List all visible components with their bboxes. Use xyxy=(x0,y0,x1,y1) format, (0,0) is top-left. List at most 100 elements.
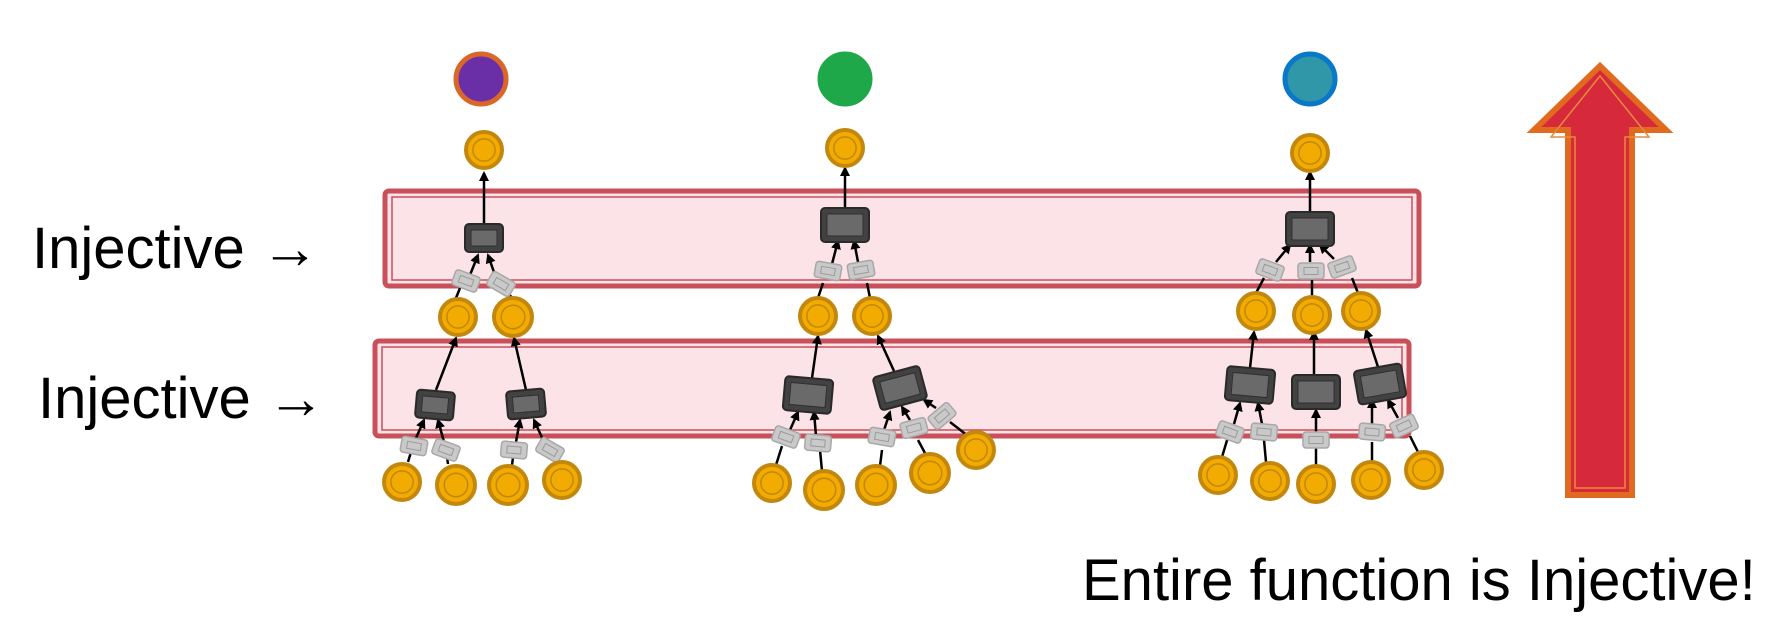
node xyxy=(752,463,792,503)
aggregator-block xyxy=(820,207,870,243)
edge xyxy=(882,410,893,431)
node xyxy=(1292,295,1332,335)
node xyxy=(542,460,582,500)
node xyxy=(492,296,534,338)
blue-output-node xyxy=(1282,51,1338,107)
edge xyxy=(1220,436,1230,458)
edge xyxy=(414,418,426,439)
node xyxy=(1351,460,1391,500)
message-block xyxy=(1357,422,1387,442)
aggregator-block xyxy=(505,387,547,421)
edge xyxy=(876,334,896,372)
message-block xyxy=(451,269,481,293)
conclusion-text: Entire function is Injective! xyxy=(1082,548,1756,613)
edge xyxy=(435,418,446,443)
aggregator-block xyxy=(464,223,504,253)
injective-band-top xyxy=(382,188,1422,289)
aggregator-block xyxy=(1223,365,1277,405)
message-block xyxy=(1389,413,1419,439)
aggregator-block xyxy=(781,375,835,415)
edge xyxy=(513,418,524,443)
message-block xyxy=(771,425,801,449)
edge xyxy=(1254,277,1266,294)
edge xyxy=(1318,243,1335,260)
node xyxy=(438,297,478,337)
aggregator-block xyxy=(1353,362,1407,406)
message-block xyxy=(846,259,876,281)
message-block xyxy=(1302,431,1330,449)
node xyxy=(852,296,892,336)
edge xyxy=(774,445,784,466)
aggregator-block xyxy=(1291,374,1341,410)
node xyxy=(855,464,897,506)
nodes xyxy=(382,128,1444,511)
node xyxy=(487,464,529,506)
edge xyxy=(1275,243,1292,263)
message-block xyxy=(803,433,833,453)
message-blocks xyxy=(399,255,1419,464)
edge xyxy=(916,439,928,456)
node xyxy=(1341,291,1381,331)
edge xyxy=(865,282,872,299)
edge xyxy=(810,334,822,379)
node xyxy=(825,128,865,168)
node xyxy=(1404,450,1444,490)
output-nodes xyxy=(453,51,1338,107)
message-block xyxy=(867,426,897,448)
edge xyxy=(468,253,480,276)
node xyxy=(1296,464,1336,504)
message-block xyxy=(431,438,461,462)
message-block xyxy=(535,436,565,464)
injective-label-top: Injective → xyxy=(32,216,319,281)
message-block xyxy=(899,416,929,440)
edge xyxy=(510,336,528,391)
node xyxy=(1250,461,1290,501)
node xyxy=(798,296,838,336)
message-block xyxy=(399,435,429,457)
message-block xyxy=(1327,255,1357,279)
edge xyxy=(1350,277,1360,294)
edge xyxy=(809,410,820,437)
edge xyxy=(922,398,937,410)
upward-arrow-icon xyxy=(1526,61,1674,498)
node xyxy=(1236,291,1276,331)
edge xyxy=(1232,401,1243,425)
message-block xyxy=(499,440,529,460)
node xyxy=(1290,133,1330,173)
message-block xyxy=(813,260,843,282)
edge xyxy=(900,405,912,421)
message-block xyxy=(1255,258,1285,282)
node xyxy=(909,452,951,494)
node xyxy=(435,464,477,506)
edge xyxy=(830,239,841,265)
injective-label-bottom: Injective → xyxy=(38,366,325,431)
edge xyxy=(1408,435,1420,453)
purple-output-node xyxy=(453,51,509,107)
aggregator-block xyxy=(1285,211,1335,247)
edge xyxy=(434,336,458,391)
message-block xyxy=(1297,262,1325,280)
message-block xyxy=(1215,420,1245,444)
node xyxy=(382,462,422,502)
aggregators xyxy=(414,207,1407,422)
edge xyxy=(818,449,824,472)
edge xyxy=(1262,439,1268,463)
edge xyxy=(1386,398,1400,419)
edge xyxy=(816,282,825,299)
edge xyxy=(788,410,800,431)
node xyxy=(803,469,845,511)
edge xyxy=(850,239,861,263)
edge xyxy=(1248,330,1259,369)
message-block xyxy=(486,270,516,298)
message-block xyxy=(1249,422,1279,442)
aggregator-block xyxy=(872,365,928,411)
edge xyxy=(878,449,884,467)
node xyxy=(956,430,996,470)
edge xyxy=(1363,328,1380,368)
node xyxy=(1198,455,1238,495)
node xyxy=(464,130,504,170)
message-block xyxy=(927,401,957,431)
edge xyxy=(1254,401,1265,425)
green-output-node xyxy=(817,51,873,107)
